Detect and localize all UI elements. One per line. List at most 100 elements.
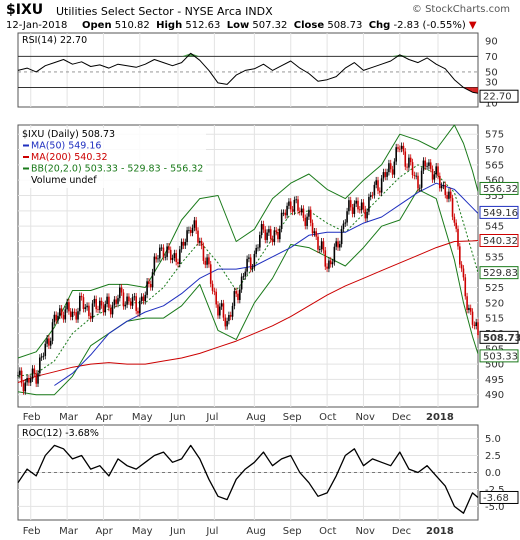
- candle-body-141: [273, 230, 276, 243]
- candle-body-203: [386, 172, 388, 177]
- candle-body-77: [157, 258, 159, 260]
- candle-body-132: [257, 247, 259, 249]
- candle-body-41: [91, 303, 94, 319]
- candle-body-239: [451, 198, 454, 217]
- candle-body-186: [355, 200, 357, 204]
- candle-body-11: [37, 373, 39, 384]
- price-xtick-0: Feb: [23, 412, 41, 423]
- candle-body-201: [382, 172, 385, 179]
- candle-body-65: [135, 296, 137, 311]
- candle-body-36: [82, 297, 85, 309]
- candle-body-147: [284, 212, 287, 216]
- candle-body-68: [140, 296, 143, 301]
- candle-body-219: [415, 175, 417, 177]
- candle-body-150: [289, 201, 292, 210]
- price-ytick-17: 575: [485, 130, 504, 141]
- candle-body-146: [282, 212, 285, 214]
- candle-body-190: [362, 202, 365, 210]
- candle-body-152: [293, 199, 296, 212]
- candle-body-202: [384, 172, 387, 177]
- candle-body-98: [195, 220, 197, 231]
- price-ytick-6: 520: [485, 298, 504, 309]
- candle-body-162: [311, 222, 314, 234]
- candle-body-241: [455, 222, 457, 229]
- candle-body-92: [184, 242, 187, 246]
- candle-body-135: [262, 224, 265, 230]
- price-ytick-1: 495: [485, 375, 504, 386]
- candle-body-161: [309, 209, 312, 223]
- candle-body-109: [215, 291, 217, 305]
- candle-body-216: [409, 157, 412, 163]
- candle-body-163: [313, 231, 316, 234]
- candle-body-31: [73, 311, 76, 313]
- candle-body-72: [148, 281, 150, 285]
- candle-body-248: [468, 307, 470, 311]
- candle-body-112: [220, 303, 223, 307]
- chart-symbol: $IXU: [6, 2, 44, 18]
- candle-body-159: [306, 216, 308, 226]
- roc-line: [17, 444, 479, 514]
- price-legend-4: Volume undef: [31, 175, 97, 186]
- candle-body-12: [39, 357, 41, 374]
- candle-body-13: [40, 356, 43, 358]
- candle-body-3: [22, 383, 25, 392]
- roc-xtick-6: Aug: [246, 526, 266, 537]
- candle-body-97: [193, 220, 196, 228]
- candle-body-211: [400, 145, 403, 149]
- candle-body-80: [162, 247, 165, 258]
- candle-body-127: [248, 257, 250, 259]
- candle-body-16: [46, 338, 48, 344]
- candle-body-125: [244, 271, 247, 277]
- price-tag-5-box: [479, 349, 519, 363]
- candle-body-107: [211, 283, 214, 291]
- roc-xtick-1: Mar: [59, 526, 79, 537]
- candle-body-6: [28, 377, 30, 383]
- candle-body-145: [280, 212, 283, 229]
- rsi-ytick-0: 90: [485, 36, 498, 47]
- candle-body-29: [69, 311, 72, 317]
- candle-body-195: [371, 195, 374, 197]
- candle-body-204: [388, 163, 390, 173]
- candle-body-61: [128, 296, 130, 302]
- candle-body-168: [322, 241, 325, 251]
- candle-body-39: [88, 305, 90, 316]
- candle-body-122: [239, 289, 241, 300]
- candle-body-242: [457, 228, 459, 247]
- candle-body-235: [444, 184, 447, 195]
- candle-body-62: [129, 301, 132, 306]
- price-tag-2: 540.32: [483, 236, 518, 247]
- candle-body-56: [119, 287, 121, 299]
- candle-body-181: [346, 211, 348, 223]
- candle-body-220: [417, 175, 419, 189]
- candle-body-49: [106, 296, 108, 304]
- low-value: 507.32: [252, 20, 288, 31]
- candle-body-227: [429, 162, 432, 169]
- candle-body-226: [428, 162, 430, 166]
- candle-body-134: [260, 224, 263, 235]
- price-tag-4: 508.73: [483, 333, 520, 344]
- candle-body-110: [217, 304, 219, 316]
- candle-body-118: [231, 305, 234, 317]
- rsi-ytick-2: 50: [485, 67, 498, 78]
- price-xtick-3: May: [132, 412, 153, 423]
- candle-body-75: [153, 256, 156, 273]
- roc-xtick-10: Dec: [392, 526, 411, 537]
- rsi-legend: RSI(14) 22.70: [22, 35, 87, 46]
- price-legend-1: MA(50) 549.16: [31, 141, 101, 152]
- candle-body-130: [253, 253, 256, 268]
- price-tag-1-box: [479, 205, 519, 219]
- candle-body-233: [440, 185, 443, 189]
- close-value: 508.73: [327, 20, 363, 31]
- chart-title: Utilities Select Sector - NYSE Arca INDX: [56, 5, 273, 18]
- candle-body-167: [320, 241, 323, 250]
- roc-ytick-2: 0.0: [485, 468, 501, 479]
- candle-body-213: [404, 151, 407, 167]
- candle-body-37: [84, 307, 87, 309]
- quote-date: 12-Jan-2018: [6, 20, 68, 31]
- candle-body-173: [331, 262, 334, 265]
- candle-body-199: [379, 190, 381, 193]
- candle-body-70: [144, 294, 147, 302]
- candle-body-95: [189, 230, 192, 233]
- price-tag-0: 556.32: [483, 184, 518, 195]
- roc-xtick-9: Nov: [355, 526, 375, 537]
